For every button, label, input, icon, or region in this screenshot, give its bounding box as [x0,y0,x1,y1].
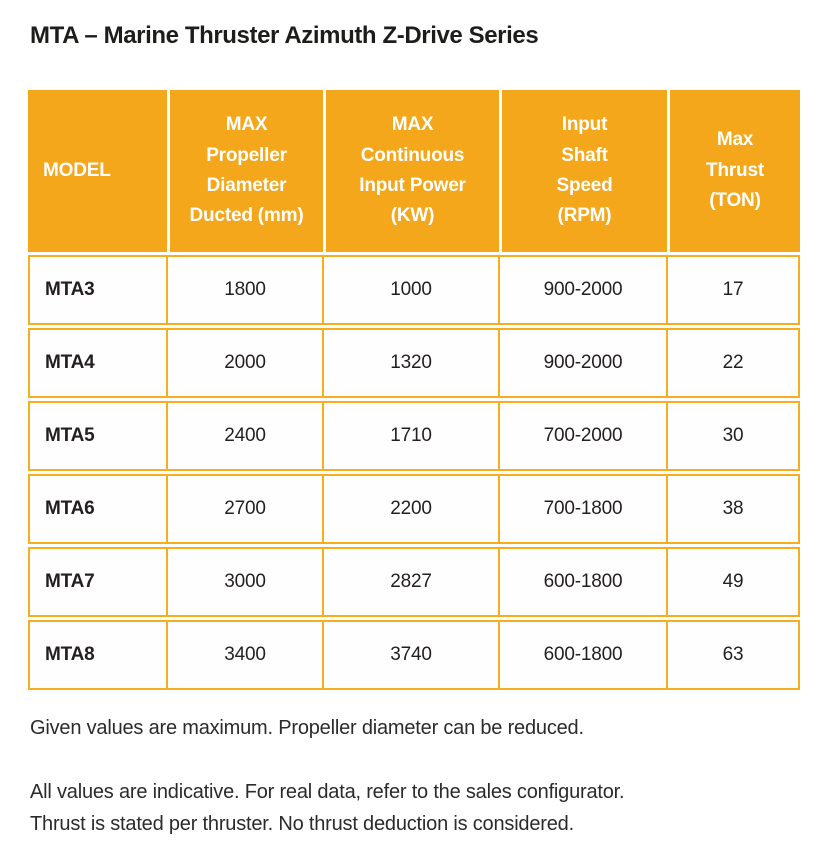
diameter-cell: 2000 [167,328,323,398]
header-row: MODEL MAX Propeller Diameter Ducted (mm)… [28,90,800,252]
thrust-cell: 38 [667,474,800,544]
note-indicative-values: All values are indicative. For real data… [30,781,625,835]
thrust-cell: 22 [667,328,800,398]
model-cell: MTA5 [28,401,167,471]
model-cell: MTA6 [28,474,167,544]
table-row-mta8: MTA8 3400 3740 600-1800 63 [28,620,800,690]
speed-cell: 700-1800 [499,474,667,544]
diameter-cell: 1800 [167,255,323,325]
page-title: MTA – Marine Thruster Azimuth Z-Drive Se… [30,22,539,49]
thruster-spec-table: MODEL MAX Propeller Diameter Ducted (mm)… [28,87,800,693]
diameter-cell: 3400 [167,620,323,690]
col-header-input-power: MAX Continuous Input Power (KW) [323,90,499,252]
table-row-mta4: MTA4 2000 1320 900-2000 22 [28,328,800,398]
table-row-mta3: MTA3 1800 1000 900-2000 17 [28,255,800,325]
power-cell: 1320 [323,328,499,398]
diameter-cell: 2700 [167,474,323,544]
col-header-propeller-diameter: MAX Propeller Diameter Ducted (mm) [167,90,323,252]
speed-cell: 600-1800 [499,547,667,617]
thrust-cell: 17 [667,255,800,325]
table-body: MTA3 1800 1000 900-2000 17 MTA4 2000 132… [28,255,800,690]
model-cell: MTA7 [28,547,167,617]
power-cell: 1710 [323,401,499,471]
thrust-cell: 30 [667,401,800,471]
col-header-shaft-speed: Input Shaft Speed (RPM) [499,90,667,252]
table-row-mta6: MTA6 2700 2200 700-1800 38 [28,474,800,544]
speed-cell: 700-2000 [499,401,667,471]
model-cell: MTA4 [28,328,167,398]
table-row-mta7: MTA7 3000 2827 600-1800 49 [28,547,800,617]
power-cell: 2200 [323,474,499,544]
table-header: MODEL MAX Propeller Diameter Ducted (mm)… [28,90,800,252]
table-row-mta5: MTA5 2400 1710 700-2000 30 [28,401,800,471]
note-maximum-values: Given values are maximum. Propeller diam… [30,717,584,739]
diameter-cell: 3000 [167,547,323,617]
speed-cell: 600-1800 [499,620,667,690]
model-cell: MTA8 [28,620,167,690]
power-cell: 2827 [323,547,499,617]
thrust-cell: 49 [667,547,800,617]
diameter-cell: 2400 [167,401,323,471]
speed-cell: 900-2000 [499,255,667,325]
col-header-model: MODEL [28,90,167,252]
model-cell: MTA3 [28,255,167,325]
speed-cell: 900-2000 [499,328,667,398]
thrust-cell: 63 [667,620,800,690]
power-cell: 1000 [323,255,499,325]
col-header-max-thrust: Max Thrust (TON) [667,90,800,252]
power-cell: 3740 [323,620,499,690]
